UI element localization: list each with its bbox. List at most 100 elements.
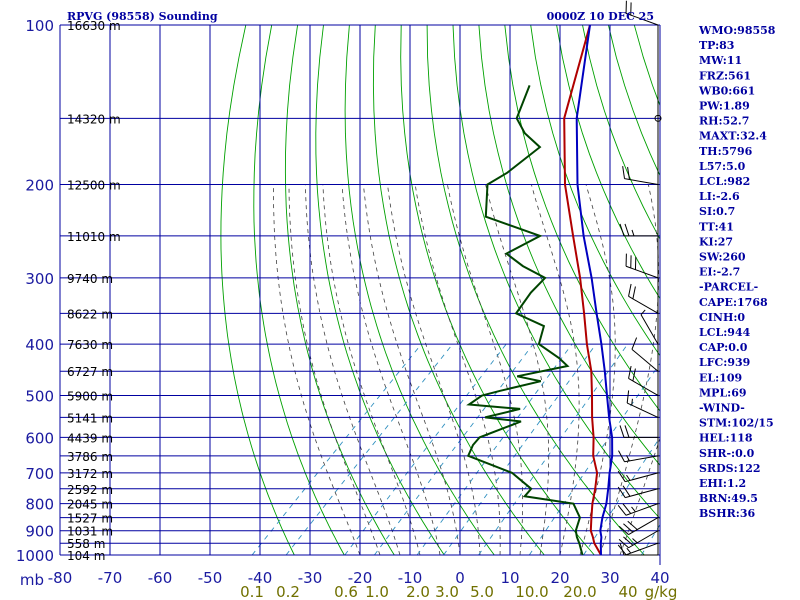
wind-barb-flag [628,283,632,297]
height-label: 3786 m [67,450,113,464]
temperature-tick-label: -80 [48,569,73,587]
height-label: 3172 m [67,467,113,481]
wind-barb-flag [624,425,630,438]
pressure-tick-label: 100 [25,17,54,35]
mixing-ratio-label: 3.0 [435,583,459,600]
moist-adiabat-line [485,184,550,555]
height-label: 6727 m [67,365,113,379]
pressure-tick-label: 600 [25,429,54,447]
sounding-index: SRDS:122 [699,462,761,475]
height-label: 558 m [67,537,105,551]
wind-barb-flag [632,368,636,382]
sounding-index: WMO:98558 [698,24,776,37]
moist-adiabat-line [387,184,481,555]
temperature-tick-label: 0 [455,569,465,587]
temperature-tick-label: -70 [98,569,123,587]
sounding-index: CINH:0 [699,311,745,324]
height-label: 2045 m [67,498,113,512]
mixing-ratio-label: 20.0 [563,583,596,600]
wind-barb-flag [619,425,625,438]
height-label: 2592 m [67,483,113,497]
wind-barb-staff [625,542,659,556]
sounding-index: SHR-:0.0 [699,447,755,460]
wind-barb-staff [628,517,659,536]
wind-barb-flag [622,485,631,497]
pressure-tick-label: 700 [25,465,54,483]
sounding-index: SW:260 [699,251,746,264]
sounding-index: LFC:939 [699,356,750,369]
wind-barb-flag [627,520,638,530]
sounding-index: -PARCEL- [699,281,758,294]
sounding-index: TP:83 [699,39,734,52]
temperature-tick-label: -30 [298,569,323,587]
sounding-index: LCL:944 [699,326,751,339]
mixing-ratio-label: 5.0 [470,583,494,600]
mixing-ratio-label: 2.0 [406,583,430,600]
wind-barb-half [626,474,631,481]
pressure-axis-unit: mb [20,571,44,589]
height-label: 11010 m [67,230,121,244]
height-label: 1527 m [67,512,113,526]
moist-adiabat-line [414,184,501,555]
sounding-index: HEL:118 [699,432,753,445]
dry-adiabat-line [220,25,295,555]
sounding-index: EHI:1.2 [699,477,746,490]
wind-barb-staff [625,503,659,516]
temperature-tick-label: 10 [500,569,519,587]
sounding-index: WB0:661 [698,84,755,97]
sounding-index: LCL:982 [699,175,750,188]
wind-barb-staff [631,348,659,372]
sounding-index: MW:11 [699,54,742,67]
dry-adiabat-line [764,25,800,555]
mixing-ratio-label: g/kg [645,583,678,600]
temperature-tick-label: -50 [198,569,223,587]
wind-barb-flag [628,365,632,379]
wind-barb-flag [623,523,634,533]
sounding-index: PW:1.89 [699,100,750,113]
wind-barb-staff [625,472,659,483]
pressure-tick-label: 1000 [16,547,54,565]
pressure-tick-label: 400 [25,336,54,354]
sounding-index: RH:52.7 [699,115,749,128]
mixing-ratio-label: 0.1 [240,583,264,600]
wind-barb-half [640,309,646,315]
mixing-ratio-label: 0.6 [334,583,358,600]
wind-barb-flag [627,166,630,180]
wind-barb-staff [625,265,659,279]
moist-adiabat-line [304,184,401,555]
height-label: 7630 m [67,338,113,352]
wind-barb-staff [626,402,659,418]
mixing-ratio-label: 40 [618,583,637,600]
dry-adiabat-line [790,25,800,555]
temperature-tick-label: -20 [348,569,373,587]
wind-barb-flag [618,450,625,462]
temperature-tick-label: -10 [398,569,423,587]
sounding-index: CAPE:1768 [699,296,768,309]
wind-barb-half [631,229,635,237]
wind-barb-flag [622,166,626,179]
height-label: 16630 m [67,19,121,33]
wind-barb-flag [617,470,626,482]
height-label: 4439 m [67,431,113,445]
pressure-tick-label: 500 [25,387,54,405]
wind-barb-staff [624,455,659,463]
temperature-tick-label: -40 [248,569,273,587]
sounding-index: CAP:0.0 [699,341,748,354]
wind-barb-staff [625,12,659,26]
wind-barb-flag [632,286,636,299]
dry-adiabat-line [284,25,395,555]
moist-adiabat-line [619,437,660,555]
dry-adiabat-line [315,25,445,555]
moist-adiabat-line [322,184,421,555]
sounding-index: LI:-2.6 [699,190,740,203]
moist-adiabat-line [288,184,381,555]
moist-adiabat-line [341,184,441,555]
dry-adiabat-line [530,25,660,357]
height-label: 9740 m [67,272,113,286]
wind-barb-half [631,506,636,513]
parcel-profile-line [575,25,614,555]
moist-adiabat-line [447,184,524,555]
dry-adiabat-line [400,25,595,555]
mixing-ratio-label: 0.2 [276,583,300,600]
